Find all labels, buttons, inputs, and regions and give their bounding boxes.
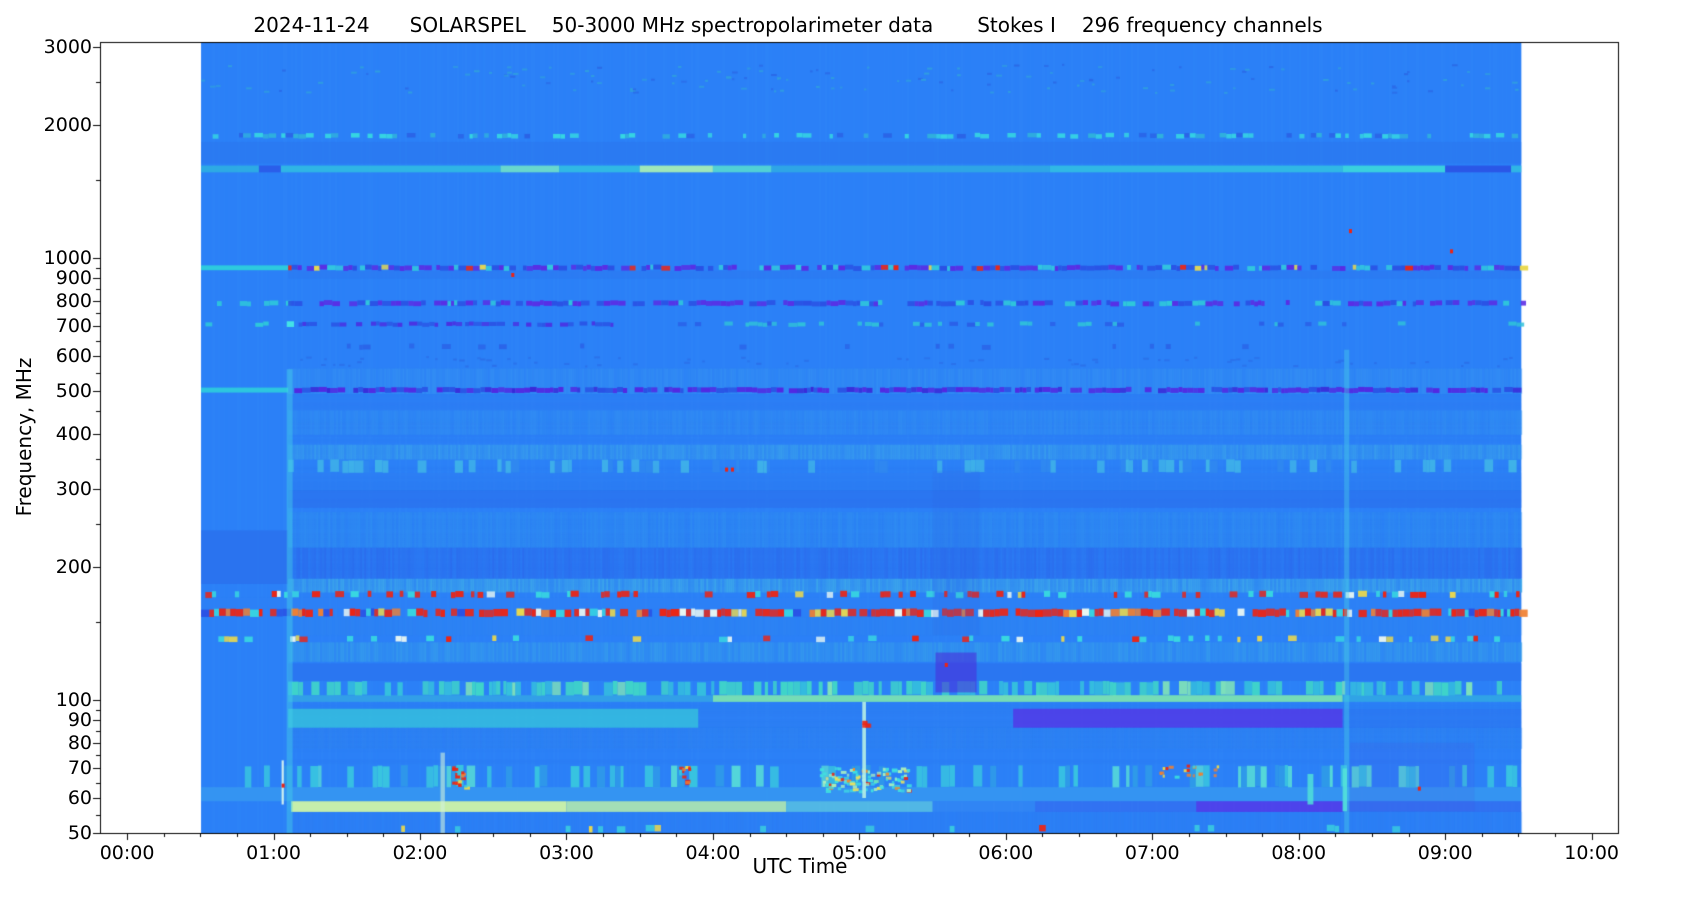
- y-tick-label: 300: [55, 478, 92, 501]
- x-tick-label: 10:00: [1564, 842, 1620, 864]
- chart-title: 2024-11-24 SOLARSPEL 50-3000 MHz spectro…: [100, 13, 1476, 37]
- y-tick-label: 1000: [43, 246, 92, 269]
- y-tick-label: 700: [55, 315, 92, 338]
- y-tick-label: 400: [55, 422, 92, 445]
- y-tick-label: 2000: [43, 113, 92, 136]
- x-axis-label: UTC Time: [752, 854, 848, 878]
- x-tick-label: 00:00: [99, 842, 155, 864]
- x-tick-label: 04:00: [685, 842, 741, 864]
- y-tick-label: 70: [67, 757, 92, 780]
- y-axis-label: Frequency, MHz: [12, 357, 36, 517]
- y-tick-label: 80: [67, 731, 92, 754]
- y-tick-label: 60: [67, 787, 92, 809]
- y-tick-label: 90: [67, 709, 92, 732]
- y-tick-label: 100: [55, 688, 92, 711]
- x-tick-label: 05:00: [831, 842, 887, 864]
- y-tick-label: 600: [55, 344, 92, 367]
- x-tick-label: 08:00: [1271, 842, 1327, 864]
- x-tick-label: 03:00: [539, 842, 594, 864]
- y-tick-label: 500: [55, 379, 92, 402]
- title-channels: 296 frequency channels: [1081, 13, 1323, 37]
- x-tick-label: 06:00: [978, 842, 1034, 864]
- title-date: 2024-11-24: [253, 13, 370, 37]
- title-stokes: Stokes I: [977, 13, 1056, 37]
- x-tick-label: 07:00: [1124, 842, 1180, 864]
- x-tick-label: 02:00: [392, 842, 448, 864]
- x-tick-label: 09:00: [1417, 842, 1473, 864]
- title-description: 50-3000 MHz spectropolarimeter data: [551, 13, 934, 37]
- y-tick-label: 200: [55, 555, 92, 578]
- y-tick-label: 900: [55, 267, 92, 290]
- y-tick-label: 3000: [43, 36, 92, 59]
- title-instrument: SOLARSPEL: [409, 13, 526, 37]
- x-tick-label: 01:00: [246, 842, 301, 864]
- y-tick-label: 50: [67, 822, 92, 844]
- y-tick-label: 800: [55, 289, 92, 312]
